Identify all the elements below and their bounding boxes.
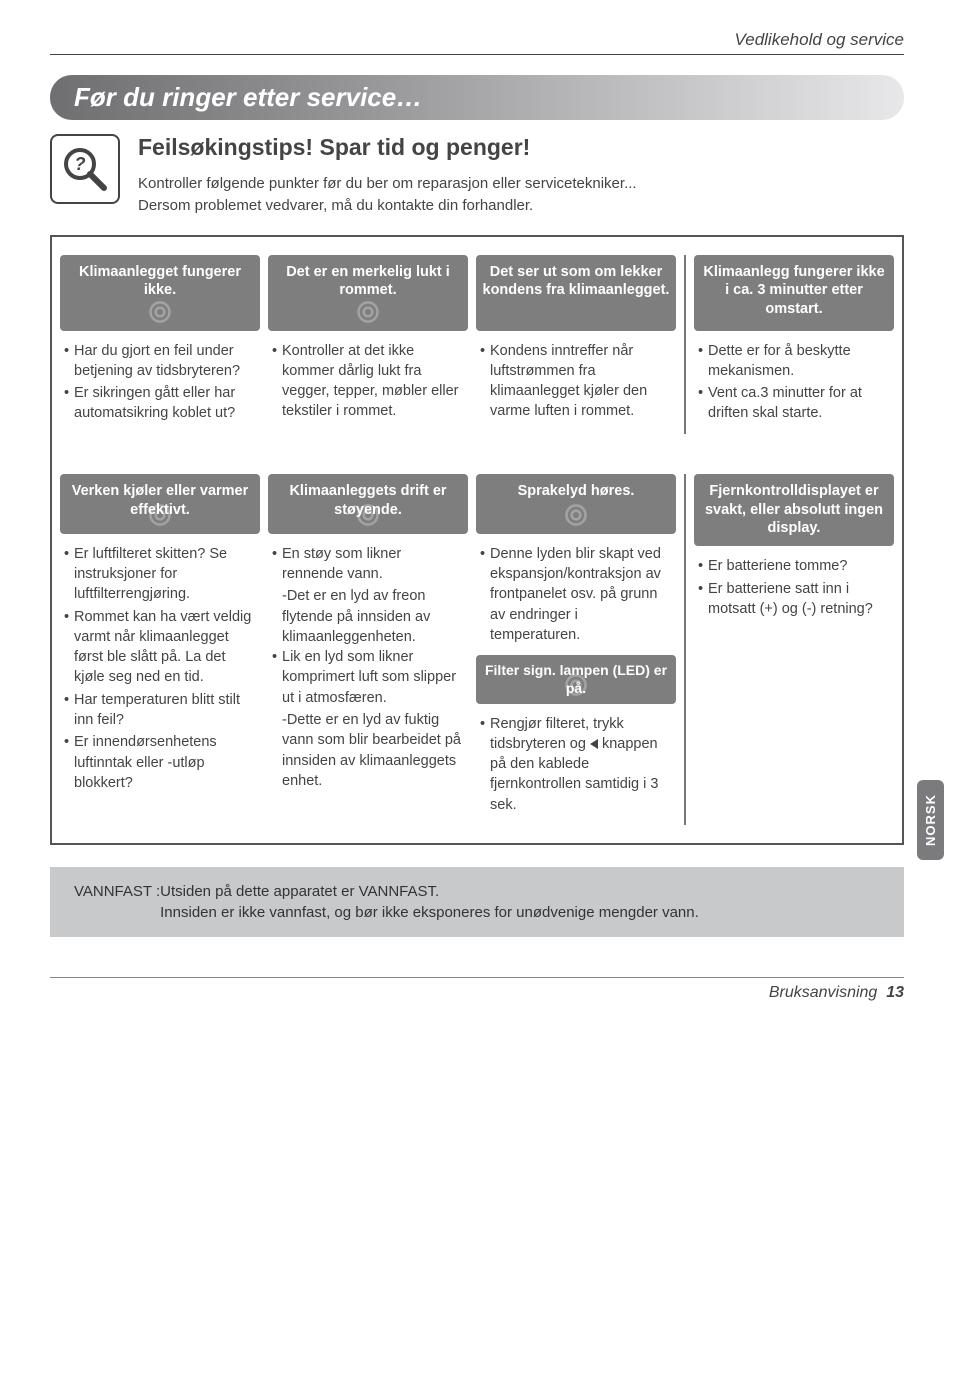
bullet: Lik en lyd som likner komprimert luft so… [272, 647, 464, 708]
swirl-icon [355, 299, 381, 325]
intro-line2: Dersom problemet vedvarer, må du kontakt… [138, 197, 533, 214]
intro-row: ? Feilsøkingstips! Spar tid og penger! K… [50, 134, 904, 217]
card-title: Sprakelyd høres. [482, 482, 670, 501]
card-body: Dette er for å beskytte mekanismen. Vent… [694, 341, 894, 434]
card-head-smell: Det er en merkelig lukt i rommet. [268, 255, 468, 331]
waterproof-note: VANNFAST : Utsiden på dette apparatet er… [50, 867, 904, 937]
intro-line1: Kontroller følgende punkter før du ber o… [138, 175, 637, 192]
page-footer: Bruksanvisning 13 [50, 977, 904, 1002]
swirl-icon [147, 299, 173, 325]
vann-line1: Utsiden på dette apparatet er VANNFAST. [160, 883, 439, 900]
card-body: Kondens inntreffer når luftstrømmen fra … [476, 341, 676, 432]
sub-note: -Dette er en lyd av fuktig vann som blir… [272, 710, 464, 791]
bullet: Denne lyden blir skapt ved ekspansjon/ko… [480, 544, 672, 645]
card-head-restart-delay: Klimaanlegg fungerer ikke i ca. 3 minutt… [694, 255, 894, 331]
swirl-icon [355, 502, 381, 528]
card-body: Rengjør filteret, trykk tidsbryteren og … [476, 714, 676, 825]
swirl-icon [563, 672, 589, 698]
card-head-remote-display: Fjernkontrolldisplayet er svakt, eller a… [694, 474, 894, 547]
card-body: Er batteriene tomme? Er batteriene satt … [694, 556, 894, 629]
triangle-left-icon [590, 739, 598, 749]
card-title: Klimaanlegg fungerer ikke i ca. 3 minutt… [700, 263, 888, 320]
bullet: En støy som likner rennende vann. [272, 544, 464, 585]
card-head-filter-led: Filter sign. lampen (LED) er på. [476, 655, 676, 703]
bullet: Vent ca.3 minutter for at driften skal s… [698, 383, 890, 424]
magnifier-icon: ? [50, 134, 120, 204]
card-head-not-effective: Verken kjøler eller varmer effektivt. [60, 474, 260, 534]
svg-text:?: ? [75, 154, 86, 174]
card-body: Er luftfilteret skitten? Se instruksjone… [60, 544, 260, 804]
section-banner: Før du ringer etter service… [50, 75, 904, 120]
card-head-crackling: Sprakelyd høres. [476, 474, 676, 534]
language-tab: NORSK [917, 780, 944, 860]
bullet: Har du gjort en feil under betjening av … [64, 341, 256, 382]
card-head-condensation: Det ser ut som om lekker kondens fra kli… [476, 255, 676, 331]
bullet: Er innendørsenhetens luftinntak eller -u… [64, 732, 256, 793]
bullet: Dette er for å beskytte mekanismen. [698, 341, 890, 382]
vann-line2: Innsiden er ikke vannfast, og bør ikke e… [160, 904, 699, 921]
card-body: Denne lyden blir skapt ved ekspansjon/ko… [476, 544, 676, 655]
sub-note: -Det er en lyd av freon flytende på inns… [272, 586, 464, 647]
bullet: Kontroller at det ikke kommer dårlig luk… [272, 341, 464, 422]
bullet: Er sikringen gått eller har automatsikri… [64, 383, 256, 424]
card-body: Kontroller at det ikke kommer dårlig luk… [268, 341, 468, 432]
card-title: Fjernkontrolldisplayet er svakt, eller a… [700, 482, 888, 539]
footer-text: Bruksanvisning [769, 984, 878, 1001]
card-head-no-function: Klimaanlegget fungerer ikke. [60, 255, 260, 331]
banner-title: Før du ringer etter service… [74, 82, 880, 113]
swirl-icon [147, 502, 173, 528]
vann-label: VANNFAST : [74, 881, 160, 923]
header-category: Vedlikehold og service [50, 30, 904, 55]
bullet: Har temperaturen blitt stilt inn feil? [64, 690, 256, 731]
bullet: Kondens inntreffer når luftstrømmen fra … [480, 341, 672, 422]
card-title: Klimaanlegget fungerer ikke. [66, 263, 254, 301]
bullet: Rommet kan ha vært veldig varmt når klim… [64, 607, 256, 688]
bullet-filter: Rengjør filteret, trykk tidsbryteren og … [480, 714, 672, 815]
card-body: Har du gjort en feil under betjening av … [60, 341, 260, 434]
card-head-noisy: Klimaanleggets drift er støyende. [268, 474, 468, 534]
swirl-icon [563, 502, 589, 528]
bullet: Er luftfilteret skitten? Se instruksjone… [64, 544, 256, 605]
card-title: Det ser ut som om lekker kondens fra kli… [482, 263, 670, 301]
footer-page-number: 13 [886, 984, 904, 1001]
troubleshoot-grid: Klimaanlegget fungerer ikke. Har du gjor… [50, 235, 904, 846]
intro-heading: Feilsøkingstips! Spar tid og penger! [138, 134, 637, 161]
card-body: En støy som likner rennende vann. -Det e… [268, 544, 468, 800]
bullet: Er batteriene satt inn i motsatt (+) og … [698, 579, 890, 620]
card-title: Det er en merkelig lukt i rommet. [274, 263, 462, 301]
bullet: Er batteriene tomme? [698, 556, 890, 576]
